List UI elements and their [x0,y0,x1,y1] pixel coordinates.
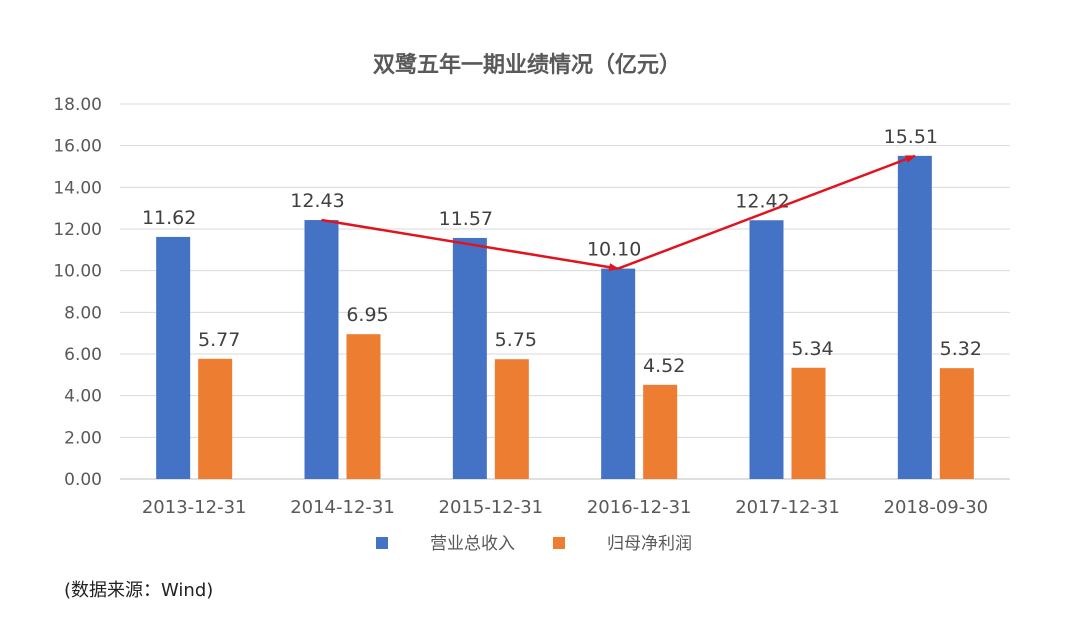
bars [156,155,974,479]
x-tick-label: 2016-12-31 [587,497,692,518]
trend-arrow [617,154,916,270]
x-tick-label: 2014-12-31 [290,497,395,518]
chart-title: 双鹭五年一期业绩情况（亿元） [373,52,681,78]
y-tick-label: 0.00 [64,470,102,490]
bar-net-profit [346,334,381,479]
bar-revenue [749,220,784,479]
source-note: (数据来源：Wind) [64,580,214,601]
x-tick-label: 2017-12-31 [735,497,840,518]
y-tick-label: 10.00 [53,262,102,282]
bar-net-profit [643,384,678,479]
legend-label: 归母净利润 [607,534,692,554]
x-tick-label: 2015-12-31 [439,497,544,518]
legend-swatch [553,537,565,549]
bar-net-profit [494,359,529,479]
x-axis-ticks: 2013-12-31 2014-12-31 2015-12-31 2016-12-31… [142,497,988,518]
bar-net-profit [198,358,233,479]
data-label: 5.75 [495,329,537,351]
data-labels: 11.62 5.77 12.43 6.95 11.57 5.75 10.10 4.52 12.4… [142,126,982,377]
y-tick-label: 14.00 [53,178,102,198]
bar-revenue [897,155,932,479]
data-label: 12.42 [735,190,789,212]
bar-net-profit [939,368,974,479]
data-label: 6.95 [346,304,388,326]
x-tick-label: 2013-12-31 [142,497,247,518]
bar-revenue [304,220,339,479]
y-tick-label: 4.00 [64,387,102,407]
bar-revenue [601,268,636,479]
y-tick-label: 8.00 [64,303,102,323]
y-tick-label: 12.00 [53,220,102,240]
data-label: 10.10 [587,239,641,261]
trend-arrows [321,154,916,272]
gridlines [120,103,1010,480]
bar-revenue [452,237,487,479]
trend-arrow [321,218,620,272]
data-label: 15.51 [884,126,938,148]
y-tick-label: 2.00 [64,428,102,448]
data-label: 11.62 [142,207,196,229]
y-tick-label: 6.00 [64,345,102,365]
legend-swatch [376,537,388,549]
data-label: 12.43 [290,190,344,212]
data-label: 5.77 [198,329,240,351]
data-label: 5.32 [940,338,982,360]
y-axis-ticks: 0.00 2.00 4.00 6.00 8.00 10.00 12.00 14.00 16.00… [53,95,102,490]
legend: 营业总收入 归母净利润 [376,534,692,554]
data-label: 4.52 [643,355,685,377]
y-tick-label: 16.00 [53,137,102,157]
y-tick-label: 18.00 [53,95,102,115]
x-tick-label: 2018-09-30 [884,497,989,518]
data-label: 5.34 [791,338,833,360]
bar-net-profit [791,367,826,479]
bar-revenue [156,236,191,479]
data-label: 11.57 [439,208,493,230]
legend-label: 营业总收入 [430,534,515,554]
